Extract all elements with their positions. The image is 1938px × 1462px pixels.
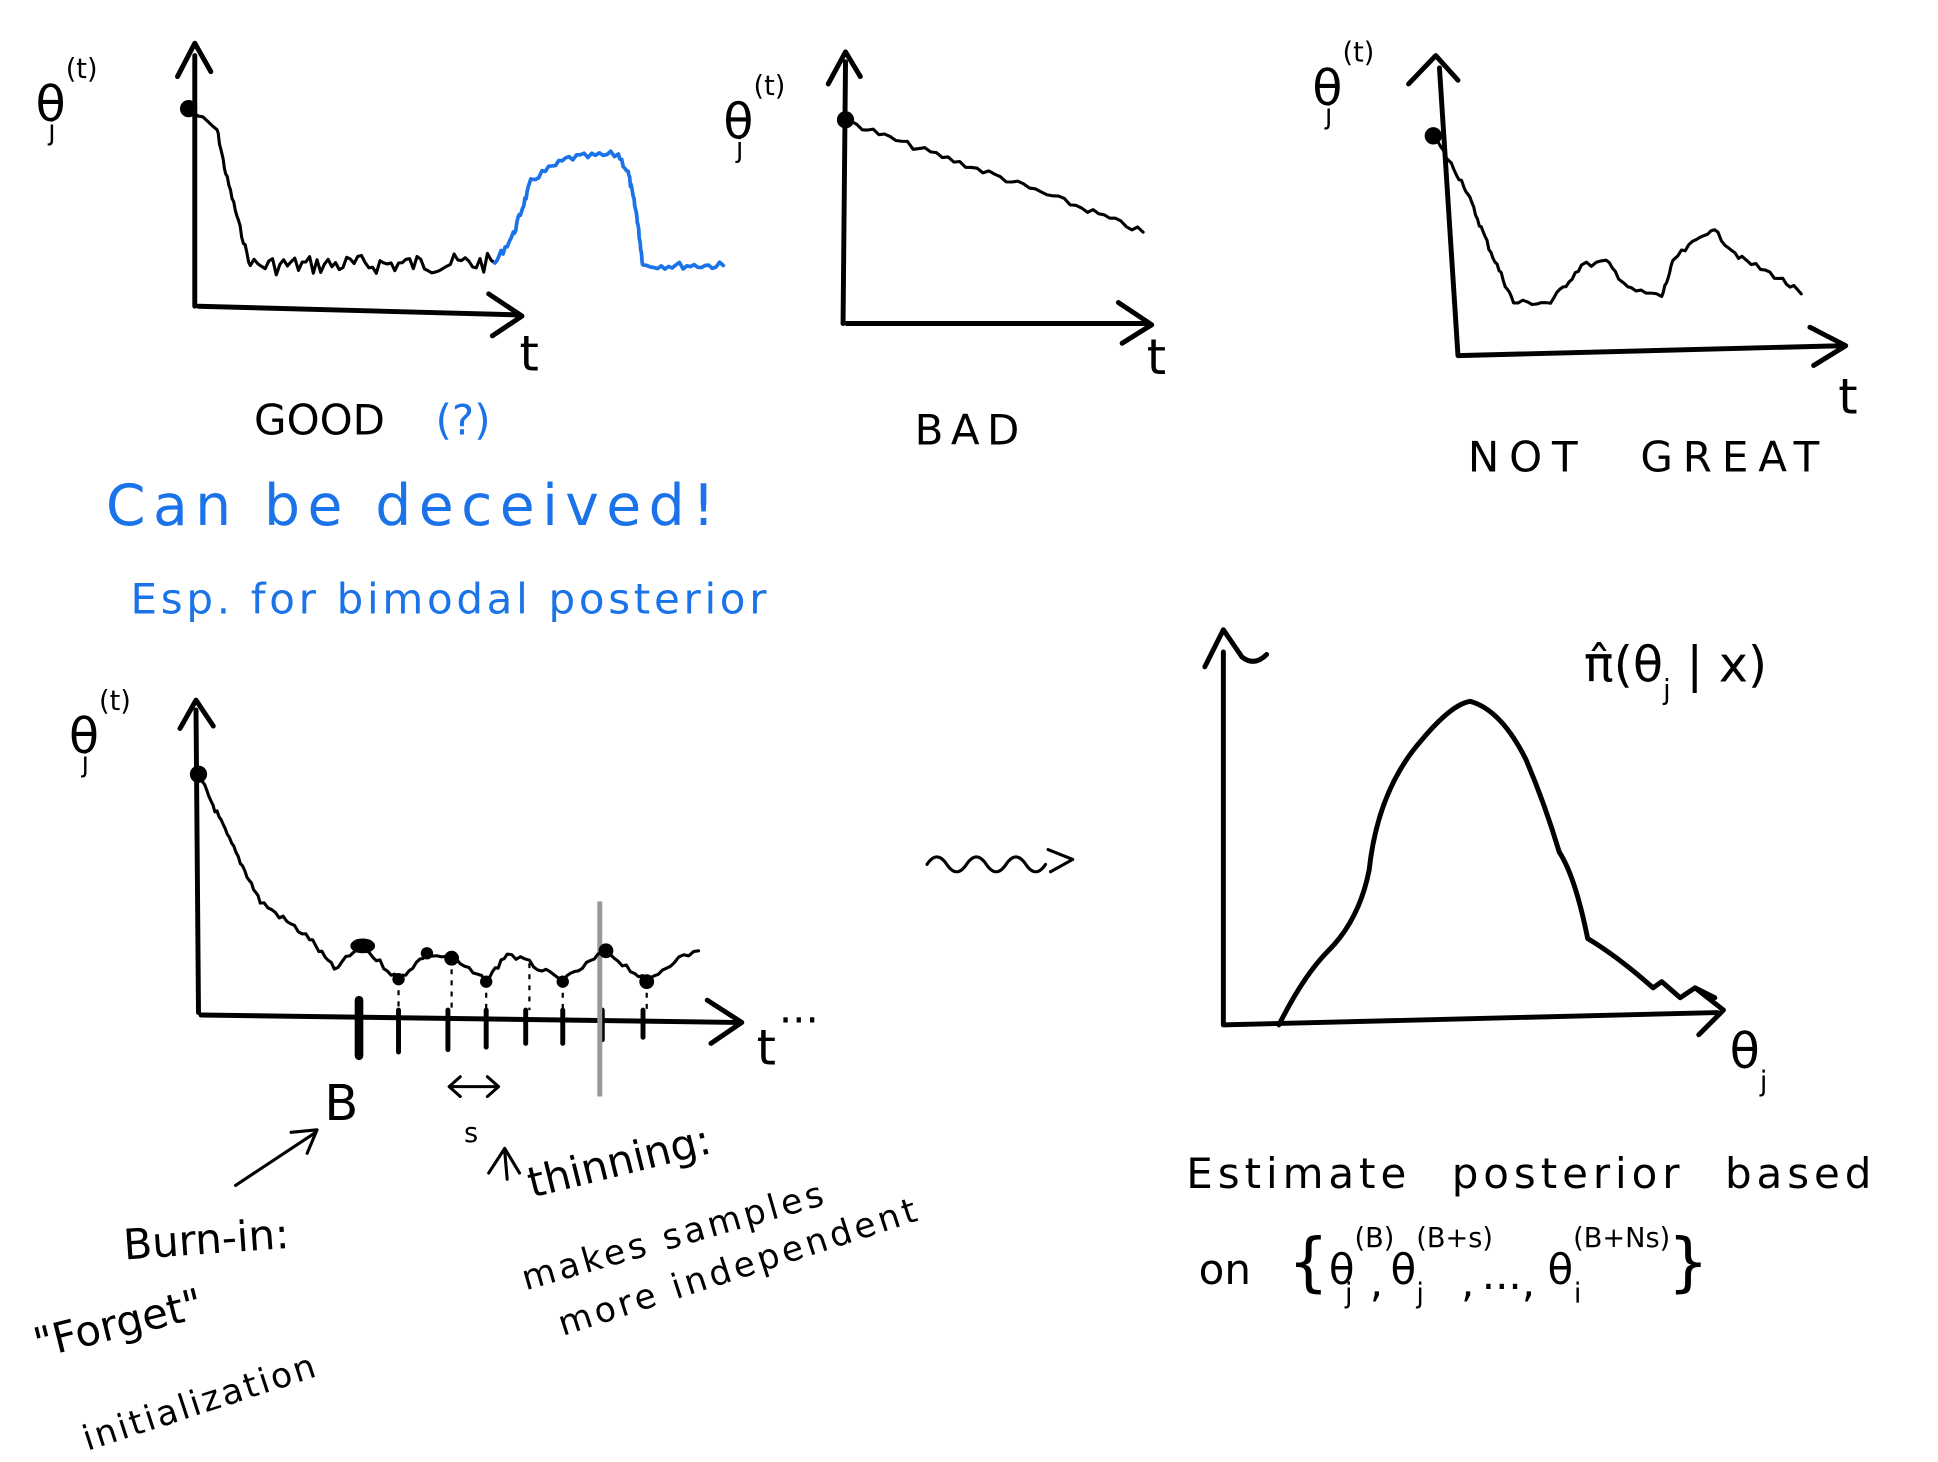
warning-detail: Esp. for bimodal posterior bbox=[131, 575, 771, 624]
label-part: , bbox=[1461, 1258, 1474, 1307]
label-part: (B) bbox=[1355, 1223, 1395, 1254]
label-part: i bbox=[1574, 1279, 1582, 1310]
spacing-arrow bbox=[447, 1075, 501, 1099]
label-part: θ bbox=[1730, 1022, 1760, 1080]
label-part: j bbox=[1324, 99, 1333, 130]
posterior-curve bbox=[1276, 698, 1718, 1028]
label-part: } bbox=[1668, 1225, 1709, 1300]
label-part: on bbox=[1199, 1245, 1251, 1294]
axes bbox=[825, 49, 1155, 346]
axes bbox=[1202, 627, 1726, 1038]
label-part: (t) bbox=[1342, 38, 1374, 69]
caption-set: on {θ(B) j, θ(B+s) j,..., θ(B+Ns) i} bbox=[1199, 1223, 1709, 1310]
trace bbox=[843, 118, 1145, 234]
trace bbox=[196, 772, 701, 987]
x-axis-label: t bbox=[1147, 328, 1166, 386]
caption: Estimate posterior based bbox=[1186, 1149, 1876, 1198]
label-part: j bbox=[1662, 675, 1671, 706]
caption: GOOD bbox=[254, 396, 385, 445]
label-part: j bbox=[47, 116, 56, 147]
caption: BAD bbox=[915, 406, 1027, 455]
burn-in-arrow bbox=[233, 1128, 319, 1187]
axes bbox=[175, 40, 525, 339]
label-part: j bbox=[735, 133, 744, 164]
trace bbox=[248, 251, 497, 277]
label-part: θ bbox=[1329, 1245, 1355, 1294]
label-part: j bbox=[1759, 1066, 1768, 1097]
labels: θ(t) j t GOOD (?) Can be deceived! Esp. f… bbox=[29, 38, 1876, 1460]
trace bbox=[1431, 134, 1803, 307]
x-axis-label: t bbox=[1838, 368, 1857, 426]
ellipsis: ... bbox=[779, 983, 819, 1032]
caption-note: (?) bbox=[436, 396, 491, 445]
sample-guides bbox=[397, 958, 648, 1011]
trace bbox=[187, 107, 252, 268]
x-axis-label: t bbox=[757, 1018, 776, 1076]
label-part: θ bbox=[1391, 1245, 1417, 1294]
label-part: (t) bbox=[753, 71, 785, 102]
label-part: , bbox=[1370, 1258, 1383, 1307]
burn-in-note: Burn-in: bbox=[122, 1209, 291, 1269]
label-part: θ bbox=[69, 707, 99, 765]
squiggle-arrow bbox=[925, 847, 1075, 874]
x-axis-label: θj bbox=[1730, 1022, 1768, 1097]
label-part: θ bbox=[35, 75, 65, 133]
x-axis-label: t bbox=[520, 324, 539, 382]
label-part: { bbox=[1288, 1225, 1329, 1300]
label-part: θ bbox=[1312, 59, 1342, 117]
label-part: (B+Ns) bbox=[1573, 1223, 1670, 1254]
label-part: (B+s) bbox=[1416, 1223, 1493, 1254]
label-part: j bbox=[1415, 1279, 1424, 1310]
burn-in-marker: B bbox=[324, 1074, 358, 1132]
label-part: (t) bbox=[99, 686, 131, 717]
label-part: θ bbox=[723, 92, 753, 150]
curve-label: π̂(θj | x) bbox=[1584, 636, 1767, 706]
label-part: j bbox=[1344, 1279, 1353, 1310]
burn-in-note: "Forget" bbox=[29, 1279, 208, 1368]
thinning-ticks bbox=[396, 1007, 646, 1055]
label-part: ... bbox=[1482, 1250, 1522, 1299]
burn-in-note: initialization bbox=[78, 1346, 323, 1460]
y-axis-label: θ(t) j bbox=[69, 686, 131, 779]
label-part: π̂(θ bbox=[1584, 636, 1663, 694]
thinning-arrow bbox=[487, 1146, 522, 1181]
samples bbox=[350, 938, 655, 990]
axes bbox=[177, 697, 745, 1046]
drawings bbox=[175, 40, 1849, 1187]
warning: Can be deceived! bbox=[106, 473, 722, 539]
caption: NOT GREAT bbox=[1468, 433, 1829, 482]
y-axis-label: θ(t) j bbox=[35, 54, 97, 147]
y-axis-label: θ(t) j bbox=[1312, 38, 1374, 131]
label-part: j bbox=[81, 748, 90, 779]
trace-deceptive bbox=[492, 149, 726, 271]
label-part: (t) bbox=[66, 54, 98, 85]
label-part: , bbox=[1522, 1258, 1535, 1307]
label-part: θ bbox=[1547, 1245, 1573, 1294]
y-axis-label: θ(t) j bbox=[723, 71, 785, 164]
label-part: | x) bbox=[1671, 636, 1768, 694]
thinning-note: thinning: bbox=[522, 1115, 715, 1208]
axes bbox=[1406, 53, 1849, 368]
thinning-marker: s bbox=[464, 1118, 478, 1149]
